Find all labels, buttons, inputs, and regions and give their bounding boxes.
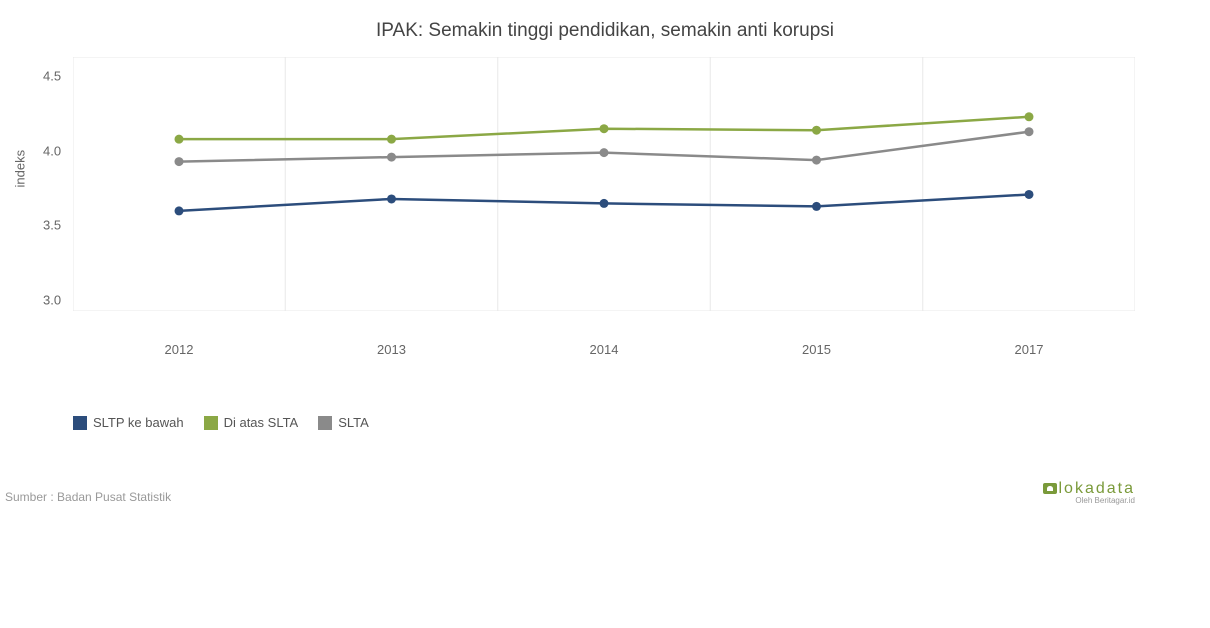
leaf-icon [1043,483,1057,494]
legend-item: Di atas SLTA [204,415,299,430]
legend-swatch [73,416,87,430]
brand-name: lokadata [1059,480,1136,497]
x-tick: 2017 [1015,342,1044,357]
legend: SLTP ke bawah Di atas SLTA SLTA [73,415,369,430]
legend-label: SLTA [338,415,369,430]
legend-swatch [318,416,332,430]
x-tick: 2012 [165,342,194,357]
y-tick: 3.5 [43,218,61,233]
source-text: Sumber : Badan Pusat Statistik [5,490,171,504]
legend-swatch [204,416,218,430]
x-tick: 2015 [802,342,831,357]
chart-svg [73,57,1135,311]
x-tick: 2013 [377,342,406,357]
x-tick: 2014 [590,342,619,357]
legend-label: SLTP ke bawah [93,415,184,430]
y-tick: 3.0 [43,293,61,308]
legend-label: Di atas SLTA [224,415,299,430]
y-axis-label: indeks [13,150,28,188]
y-tick: 4.0 [43,143,61,158]
legend-item: SLTA [318,415,369,430]
brand-logo-area: lokadata Oleh Beritagar.id [1043,480,1136,505]
plot-area [73,57,1135,311]
chart-container: IPAK: Semakin tinggi pendidikan, semakin… [5,20,1205,500]
y-tick: 4.5 [43,69,61,84]
chart-title: IPAK: Semakin tinggi pendidikan, semakin… [5,20,1205,42]
legend-item: SLTP ke bawah [73,415,184,430]
